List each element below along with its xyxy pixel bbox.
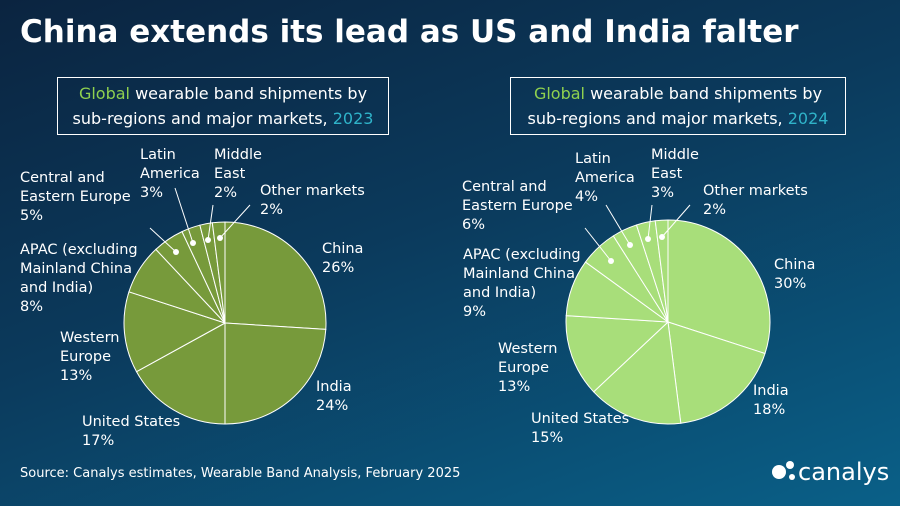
slice-label: Western Europe 13% bbox=[60, 329, 135, 386]
value-label: 17% bbox=[82, 433, 115, 449]
category-label: United States bbox=[82, 414, 181, 430]
leader-dot bbox=[173, 249, 179, 255]
value-label: 18% bbox=[753, 402, 786, 418]
slice-label: India 18% bbox=[753, 382, 813, 420]
leader-line bbox=[605, 204, 631, 246]
title-part: Global bbox=[533, 84, 585, 103]
leader-line bbox=[219, 204, 251, 239]
leader-line bbox=[149, 227, 177, 253]
leader-dot bbox=[659, 234, 665, 240]
slice-label: United States 15% bbox=[531, 410, 661, 448]
value-label: 8% bbox=[20, 299, 44, 315]
logo: canalys bbox=[770, 458, 889, 486]
pie-slice bbox=[135, 322, 226, 425]
slice-label: APAC (excluding Mainland China and India… bbox=[20, 241, 145, 317]
category-label: APAC (excluding Mainland China and India… bbox=[463, 247, 581, 301]
category-label: Latin America bbox=[140, 147, 200, 182]
leader-dot bbox=[190, 240, 196, 246]
pie-slice bbox=[565, 315, 670, 393]
value-label: 4% bbox=[575, 189, 599, 205]
value-label: 2% bbox=[260, 202, 284, 218]
pie-slice bbox=[667, 321, 766, 424]
slice-label: Other markets 2% bbox=[260, 182, 380, 220]
slide-title: China extends its lead as US and India f… bbox=[20, 14, 799, 50]
slice-label: Central and Eastern Europe 6% bbox=[462, 178, 577, 235]
logo-text: canalys bbox=[798, 458, 890, 486]
slice-label: Central and Eastern Europe 5% bbox=[20, 169, 135, 226]
pie-slice bbox=[224, 221, 327, 330]
value-label: 15% bbox=[531, 430, 564, 446]
category-label: China bbox=[774, 257, 816, 273]
category-label: Middle East bbox=[651, 147, 699, 182]
leader-line bbox=[584, 227, 612, 262]
category-label: Central and Eastern Europe bbox=[20, 170, 131, 205]
pie-slice bbox=[667, 219, 771, 355]
source-note: Source: Canalys estimates, Wearable Band… bbox=[20, 466, 461, 481]
pie-slice bbox=[224, 322, 327, 425]
leader-dot bbox=[627, 242, 633, 248]
category-label: India bbox=[753, 383, 789, 399]
title-part: wearable band shipments by sub-regions a… bbox=[72, 84, 368, 128]
slice-label: Latin America 3% bbox=[140, 146, 210, 203]
slice-label: China 26% bbox=[322, 240, 382, 278]
pie-slice bbox=[592, 320, 682, 425]
title-part: 2023 bbox=[332, 109, 374, 128]
leader-dot bbox=[217, 235, 223, 241]
pie-title: Global wearable band shipments by sub-re… bbox=[510, 77, 846, 135]
category-label: United States bbox=[531, 411, 630, 427]
slice-label: Middle East 3% bbox=[651, 146, 711, 203]
slice-label: Latin America 4% bbox=[575, 150, 645, 207]
slice-label: China 30% bbox=[774, 256, 834, 294]
category-label: China bbox=[322, 241, 364, 257]
value-label: 2% bbox=[703, 202, 727, 218]
value-label: 9% bbox=[463, 304, 487, 320]
value-label: 2% bbox=[214, 185, 238, 201]
value-label: 13% bbox=[498, 379, 531, 395]
slice-label: Middle East 2% bbox=[214, 146, 274, 203]
leader-line bbox=[661, 204, 691, 238]
slice-label: APAC (excluding Mainland China and India… bbox=[463, 246, 588, 322]
leader-dot bbox=[645, 236, 651, 242]
category-label: Western Europe bbox=[60, 330, 120, 365]
pie-slice bbox=[654, 219, 669, 323]
category-label: India bbox=[316, 379, 352, 395]
pie-slice bbox=[123, 291, 227, 373]
leader-line bbox=[174, 187, 194, 244]
slice-label: United States 17% bbox=[82, 413, 212, 451]
value-label: 3% bbox=[651, 185, 675, 201]
category-label: Other markets bbox=[260, 183, 365, 199]
leader-dot bbox=[608, 258, 614, 264]
slice-label: Western Europe 13% bbox=[498, 340, 573, 397]
slice-label: India 24% bbox=[316, 378, 376, 416]
category-label: Central and Eastern Europe bbox=[462, 179, 573, 214]
title-part: Global bbox=[78, 84, 130, 103]
category-label: Latin America bbox=[575, 151, 635, 186]
value-label: 6% bbox=[462, 217, 486, 233]
value-label: 26% bbox=[322, 260, 355, 276]
leader-line bbox=[207, 204, 214, 241]
title-part: 2024 bbox=[787, 109, 829, 128]
value-label: 24% bbox=[316, 398, 349, 414]
title-part: wearable band shipments by sub-regions a… bbox=[527, 84, 823, 128]
logo-icon bbox=[772, 461, 795, 480]
value-label: 13% bbox=[60, 368, 93, 384]
category-label: Western Europe bbox=[498, 341, 558, 376]
value-label: 5% bbox=[20, 208, 44, 224]
slice-label: Other markets 2% bbox=[703, 182, 823, 220]
category-label: Middle East bbox=[214, 147, 262, 182]
leader-dot bbox=[205, 237, 211, 243]
category-label: Other markets bbox=[703, 183, 808, 199]
value-label: 3% bbox=[140, 185, 164, 201]
value-label: 30% bbox=[774, 276, 807, 292]
category-label: APAC (excluding Mainland China and India… bbox=[20, 242, 138, 296]
pie-slice bbox=[211, 221, 226, 324]
leader-line bbox=[647, 204, 653, 240]
pie-title: Global wearable band shipments by sub-re… bbox=[57, 77, 389, 135]
